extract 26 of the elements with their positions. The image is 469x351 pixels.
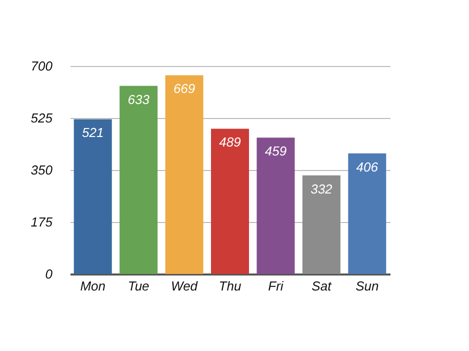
bar	[256, 138, 295, 274]
x-tick-label: Sat	[312, 278, 333, 294]
data-label: 459	[264, 144, 287, 159]
bar	[120, 86, 158, 274]
y-tick-label: 0	[45, 266, 54, 282]
data-label: 669	[173, 81, 196, 96]
data-label: 521	[82, 125, 104, 140]
bar	[74, 119, 112, 274]
data-label: 406	[356, 159, 379, 174]
bar	[302, 175, 340, 274]
x-tick-label: Thu	[218, 278, 242, 294]
bar	[165, 75, 204, 274]
x-tick-label: Sun	[356, 278, 379, 294]
bar	[348, 153, 386, 274]
data-label: 633	[128, 92, 150, 107]
x-tick-label: Mon	[80, 278, 106, 294]
x-tick-label: Fri	[268, 278, 284, 294]
data-label: 489	[219, 134, 241, 150]
y-tick-label: 525	[30, 110, 54, 126]
y-tick-label: 175	[30, 214, 54, 230]
x-tick-label: Wed	[171, 278, 198, 294]
y-tick-label: 350	[30, 162, 54, 178]
x-tick-label: Tue	[128, 278, 150, 294]
bar	[211, 128, 249, 274]
data-label: 332	[310, 181, 334, 196]
y-tick-label: 700	[30, 58, 54, 74]
